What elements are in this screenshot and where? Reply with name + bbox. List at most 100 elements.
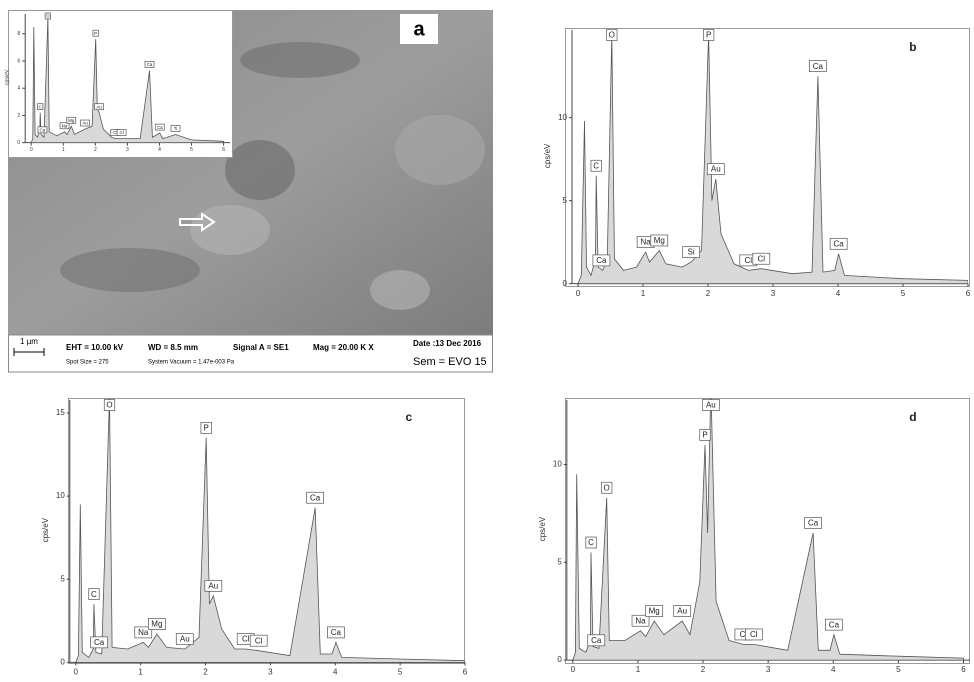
- peak-label-box: [88, 588, 100, 601]
- panel-label: a: [413, 18, 425, 40]
- peak-label-box: [645, 605, 664, 617]
- sem-panel: a 1 µm EHT = 10.00 kV WD = 8.5 mm Signal…: [8, 10, 493, 373]
- y-tick-label: 6: [17, 58, 20, 64]
- peak-label: Mg: [68, 118, 75, 123]
- peak-label-box: [90, 636, 108, 649]
- arrow: [179, 212, 216, 232]
- panel-label: c: [405, 410, 412, 424]
- spectrum-area: [572, 398, 964, 661]
- y-tick-label: 10: [558, 113, 567, 122]
- peak-label: Mg: [654, 236, 665, 245]
- peak-label: C: [593, 161, 599, 170]
- x-tick-label: 2: [203, 667, 208, 676]
- peak-label-box: [699, 429, 711, 441]
- x-tick-label: 3: [766, 665, 771, 674]
- peak-label-box: [682, 246, 700, 258]
- x-tick-label: 5: [398, 667, 403, 676]
- peak-label: Ca: [157, 125, 163, 130]
- peak-label-box: [144, 61, 155, 68]
- y-tick-label: 10: [553, 460, 562, 469]
- x-tick-label: 1: [641, 289, 646, 298]
- y-tick-label: 2: [17, 113, 20, 119]
- x-tick-label: 4: [158, 147, 161, 153]
- x-tick-label: 5: [901, 289, 906, 298]
- peak-label: O: [604, 483, 610, 492]
- peak-label: Au: [180, 635, 190, 644]
- x-tick-label: 6: [463, 667, 468, 676]
- peak-label: Cl: [745, 256, 753, 265]
- y-tick-label: 0: [563, 279, 568, 288]
- peak-label-box: [601, 481, 613, 494]
- peak-label: Ca: [596, 256, 607, 265]
- peak-label: P: [706, 31, 711, 40]
- peak-label: P: [203, 424, 208, 433]
- info: Spot Size = 275: [66, 360, 109, 366]
- peak-label-box: [706, 163, 725, 175]
- peak-label: Si: [688, 248, 695, 257]
- info: Signal A = SE1: [233, 343, 289, 352]
- peak-label: Ca: [834, 239, 845, 248]
- x-tick-label: 0: [30, 147, 33, 153]
- peak-label: Mg: [649, 607, 660, 616]
- peak-label-box: [170, 125, 181, 132]
- panel-label: d: [909, 410, 916, 424]
- peak-label-box: [702, 399, 720, 411]
- peak-label-box: [590, 159, 602, 172]
- info: EHT = 10.00 kV: [66, 343, 124, 352]
- peak-label: O: [106, 401, 112, 410]
- x-tick-label: 2: [706, 289, 711, 298]
- peak-label-box: [587, 634, 606, 647]
- panel-label: b: [909, 40, 916, 54]
- peak-label: Au: [208, 581, 218, 590]
- peak-label-box: [175, 633, 194, 645]
- peak-label: Ca: [147, 62, 153, 67]
- y-axis-label: cps/eV: [5, 69, 11, 85]
- x-tick-label: 4: [836, 289, 841, 298]
- peak-label: Ca: [94, 638, 105, 647]
- peak-label-box: [631, 614, 650, 627]
- y-tick-label: 5: [563, 196, 568, 205]
- peak-label-box: [703, 29, 715, 41]
- y-axis-label: cps/eV: [41, 517, 50, 542]
- peak-label-box: [37, 126, 48, 134]
- peak-label-box: [103, 399, 116, 411]
- peak-label: C: [588, 538, 594, 547]
- info: Mag = 20.00 K X: [313, 343, 374, 352]
- x-tick-label: 0: [571, 665, 576, 674]
- peak-label-box: [154, 123, 165, 131]
- panel-frame: [68, 398, 465, 664]
- peak-label-box: [752, 252, 771, 265]
- peak-label: Na: [138, 628, 149, 637]
- x-tick-label: 3: [771, 289, 776, 298]
- peak-label: Ca: [808, 519, 819, 528]
- info-bar: [8, 334, 493, 373]
- peak-label: Cl: [255, 636, 263, 645]
- y-tick-label: 4: [17, 86, 20, 92]
- peak-label: Ti: [174, 126, 178, 131]
- info: System Vacuum = 1.47e-003 Pa: [148, 360, 235, 366]
- peak-label: Au: [706, 401, 716, 410]
- y-axis-label: cps/eV: [543, 143, 552, 168]
- peak-label: Na: [635, 616, 646, 625]
- peak-label: Cl: [120, 130, 124, 135]
- peak-label-box: [200, 422, 212, 434]
- peak-label: O: [46, 14, 50, 19]
- y-tick-label: 0: [17, 140, 20, 146]
- peak-label-box: [804, 517, 822, 529]
- peak-label-box: [148, 618, 166, 630]
- peak-label-box: [66, 116, 77, 124]
- peak-label: Ca: [813, 62, 824, 71]
- y-tick-label: 15: [56, 408, 65, 417]
- peak-label-box: [80, 119, 90, 127]
- peak-label-box: [744, 628, 763, 641]
- peak-label-box: [94, 103, 105, 111]
- info: Sem = EVO 15: [413, 356, 487, 368]
- peak-label: Na: [640, 238, 651, 247]
- y-tick-label: 10: [56, 491, 65, 500]
- sem-texture: [60, 42, 485, 310]
- y-tick-label: 5: [557, 557, 562, 566]
- peak-label-box: [829, 237, 848, 250]
- peak-label: P: [94, 31, 97, 36]
